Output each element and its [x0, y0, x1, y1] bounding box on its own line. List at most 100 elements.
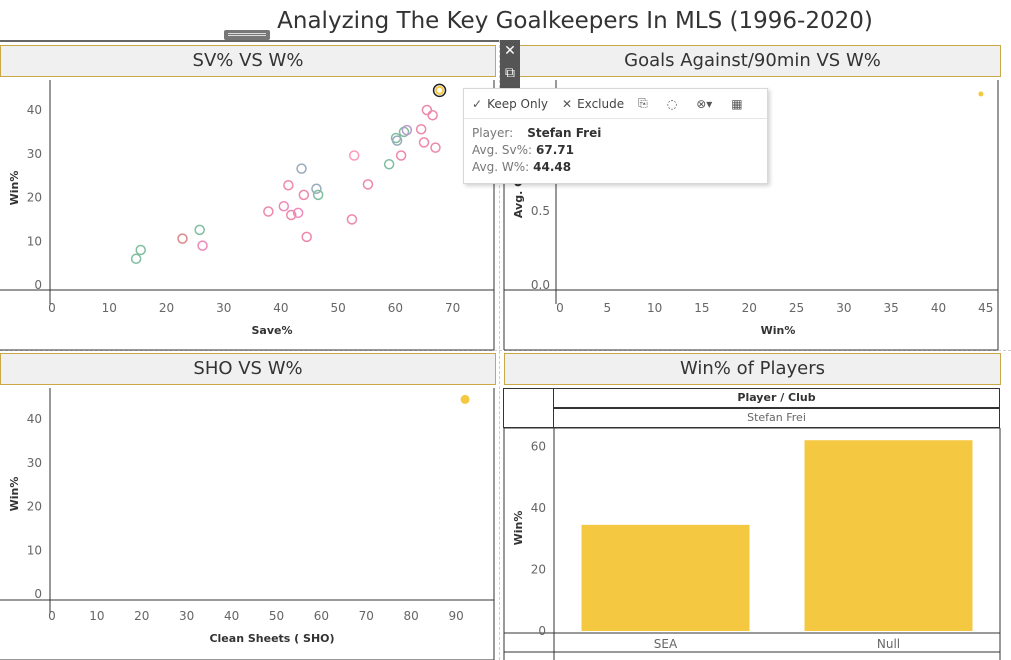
sv-x-tick-label: 40 [273, 301, 288, 315]
group-icon: ⊗▾ [696, 96, 713, 111]
sv-points[interactable] [130, 83, 447, 264]
sho-y-tick-label: 0 [34, 587, 42, 601]
ga-x-tick-label: 45 [978, 301, 993, 315]
lightbulb-button[interactable]: ◌ [667, 97, 682, 111]
popout-icon[interactable]: ⧉ [505, 65, 515, 81]
sho-x-tick-label: 80 [404, 609, 419, 623]
close-icon[interactable]: ✕ [504, 43, 516, 59]
ga-vs-w-chart[interactable]: 0 5 10 15 20 25 30 35 40 45 0.0 0.5 Win% Avg. G [503, 80, 1004, 351]
sv-y-tick-label: 10 [27, 234, 42, 248]
tooltip-row-sv: Avg. Sv%: 67.71 [472, 142, 759, 159]
sho-x-tick-label: 30 [179, 609, 194, 623]
ga-y-tick-label: 0.0 [531, 278, 550, 292]
sv-scatter-point [346, 214, 358, 225]
bar-y-tick-label: 60 [531, 439, 546, 453]
floating-toolbar: ✕ ⧉ [500, 40, 520, 90]
bar-marks[interactable] [581, 440, 973, 631]
win-players-svg: 0 20 40 60 SEA Null Win% [503, 427, 1001, 660]
tooltip-value: 44.48 [533, 160, 572, 174]
sv-scatter-point [398, 126, 410, 138]
tooltip-value: Stefan Frei [527, 126, 602, 140]
sv-scatter-point [395, 150, 407, 161]
sv-scatter-point [283, 180, 294, 191]
sv-scatter-point [391, 135, 403, 146]
sv-y-tick-label: 30 [27, 147, 42, 161]
table-button[interactable]: ▦ [731, 97, 747, 111]
tooltip-key: Avg. Sv%: [472, 143, 533, 157]
sv-y-tick-label: 0 [34, 278, 42, 292]
ga-x-axis-title: Win% [761, 324, 796, 337]
ga-x-tick-label: 5 [603, 301, 611, 315]
bar-y-tick-label: 20 [531, 562, 546, 576]
sv-x-tick-label: 60 [388, 301, 403, 315]
sho-x-tick-label: 60 [314, 609, 329, 623]
ga-x-tick-label: 15 [694, 301, 709, 315]
ga-x-tick-label: 20 [742, 301, 757, 315]
bar-x-tick-label: Null [877, 637, 900, 651]
sv-x-tick-label: 20 [159, 301, 174, 315]
bar-x-tick-label: SEA [654, 637, 678, 651]
sho-y-axis-title: Win% [8, 477, 21, 512]
sv-scatter-point [362, 179, 374, 190]
sv-scatter-point [263, 206, 274, 217]
tooltip-row-w: Avg. W%: 44.48 [472, 159, 759, 176]
sv-x-tick-label: 50 [331, 301, 346, 315]
sho-x-tick-label: 20 [134, 609, 149, 623]
panel-title-win-players: Win% of Players [504, 353, 1001, 385]
ga-x-tick-label: 25 [789, 301, 804, 315]
sv-scatter-point [301, 231, 312, 243]
sho-x-tick-label: 50 [269, 609, 284, 623]
bar-y-tick-label: 40 [531, 501, 546, 515]
ga-x-tick-label: 30 [836, 301, 851, 315]
ga-vs-w-svg: 0 5 10 15 20 25 30 35 40 45 0.0 0.5 Win% Avg. G [503, 80, 999, 351]
ga-x-tick-label: 35 [884, 301, 899, 315]
ga-y-axis-title: Avg. G [512, 178, 525, 218]
sv-x-tick-label: 70 [445, 301, 460, 315]
ga-scatter-point [978, 91, 984, 97]
win-players-chart[interactable]: 0 20 40 60 SEA Null Win% [503, 427, 1004, 660]
tooltip-key: Player: [472, 126, 514, 140]
sv-scatter-point [194, 224, 205, 236]
sv-scatter-point [311, 183, 322, 194]
keep-only-button[interactable]: ✓ Keep Only [472, 97, 548, 111]
sho-vs-w-chart[interactable]: 0 10 20 30 40 50 60 70 80 90 0 10 20 30 40 Clean Sheet… [0, 388, 500, 660]
paperclip-icon: ⎘ [638, 96, 648, 110]
sho-x-tick-label: 0 [48, 609, 56, 623]
sho-vs-w-svg: 0 10 20 30 40 50 60 70 80 90 0 10 20 30 40 Clean Sheet… [0, 388, 495, 660]
panel-title-ga-vs-w: Goals Against/90min VS W% [504, 45, 1001, 77]
sv-scatter-point [130, 253, 142, 264]
ga-points[interactable] [978, 91, 984, 97]
sho-x-tick-label: 40 [224, 609, 239, 623]
sv-vs-w-svg: 0 10 20 30 40 50 60 70 0 10 20 30 40 Save% Win% [0, 80, 495, 351]
sv-highlight-point [435, 85, 445, 95]
tooltip-value: 67.71 [536, 143, 574, 157]
drag-handle[interactable] [224, 30, 270, 40]
sv-scatter-point [312, 189, 324, 201]
tooltip: ✓ Keep Only ✕ Exclude ⎘ ◌ ⊗▾ ▦ Player: [463, 88, 768, 184]
bar-y-axis-title: Win% [512, 511, 525, 546]
sv-scatter-point [415, 124, 427, 135]
exclude-button[interactable]: ✕ Exclude [562, 97, 624, 111]
sho-y-tick-label: 40 [27, 412, 42, 426]
sv-scatter-point [418, 137, 430, 148]
bar-y-tick-label: 0 [538, 624, 546, 638]
sho-y-tick-label: 10 [27, 543, 42, 557]
group-button[interactable]: ⊗▾ [696, 97, 717, 111]
container-top-border [0, 40, 500, 42]
sv-vs-w-chart[interactable]: 0 10 20 30 40 50 60 70 0 10 20 30 40 Save% Win% [0, 80, 500, 351]
sho-x-axis-title: Clean Sheets ( SHO) [209, 632, 334, 645]
sv-axes: 0 10 20 30 40 50 60 70 0 10 20 30 40 [0, 80, 495, 351]
sv-x-tick-label: 30 [216, 301, 231, 315]
sho-y-tick-label: 20 [27, 500, 42, 514]
tooltip-row-player: Player: Stefan Frei [472, 125, 759, 142]
sho-points[interactable] [460, 394, 470, 404]
ga-x-tick-label: 0 [556, 301, 564, 315]
tooltip-actions: ✓ Keep Only ✕ Exclude ⎘ ◌ ⊗▾ ▦ [464, 89, 767, 119]
exclude-label: Exclude [577, 96, 625, 111]
sv-y-axis-title: Win% [8, 171, 21, 206]
ga-x-tick-label: 40 [931, 301, 946, 315]
ga-y-tick-label: 0.5 [531, 204, 550, 218]
paperclip-button[interactable]: ⎘ [638, 96, 653, 111]
lightbulb-icon: ◌ [666, 96, 678, 111]
